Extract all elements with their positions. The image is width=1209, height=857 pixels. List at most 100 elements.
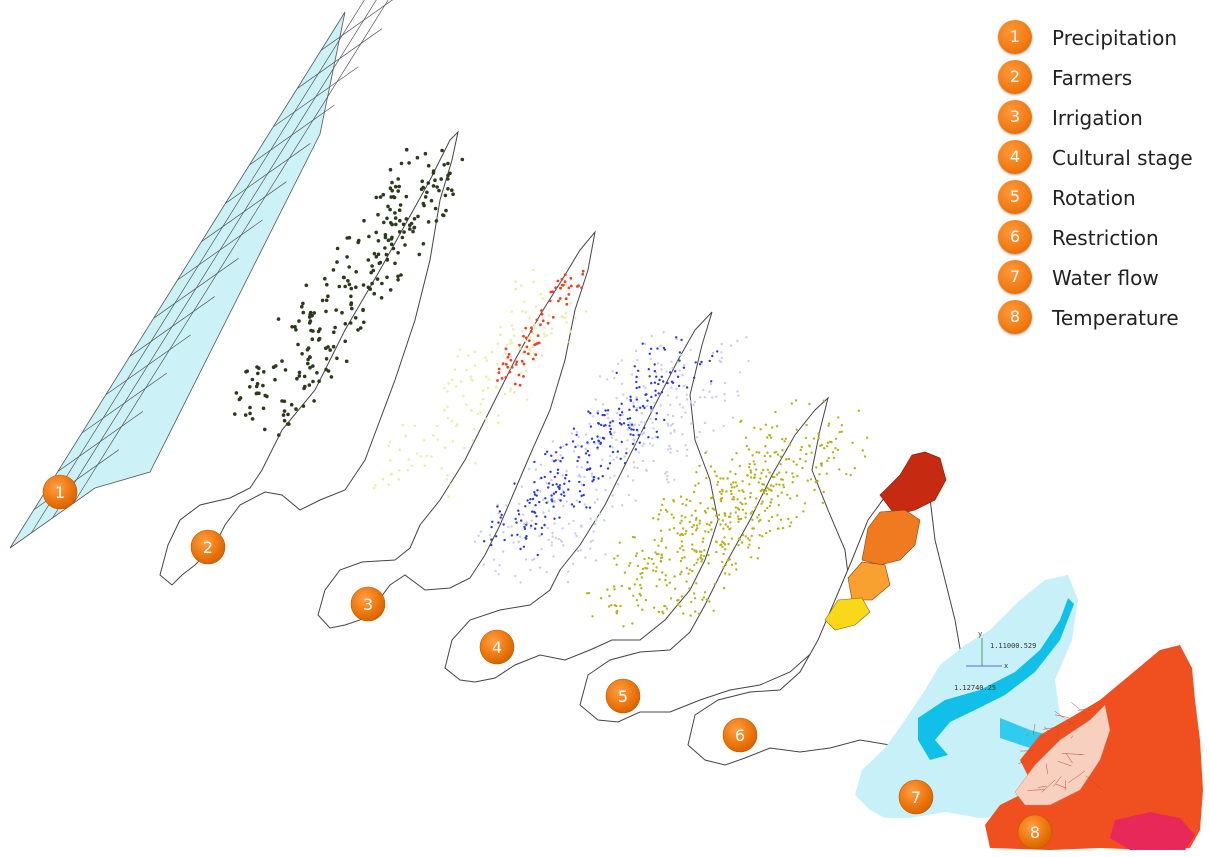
farmer-point bbox=[347, 265, 352, 269]
irrigation-red-point bbox=[541, 319, 545, 323]
irrigation-light-point bbox=[543, 326, 546, 329]
rotation-point bbox=[734, 506, 738, 509]
farmer-point bbox=[354, 285, 358, 290]
farmer-point bbox=[376, 252, 381, 257]
rotation-point bbox=[676, 532, 679, 535]
cultural-stage-light-point bbox=[494, 569, 497, 573]
farmer-point bbox=[431, 184, 436, 188]
farmer-point bbox=[376, 239, 381, 243]
river-segment bbox=[1044, 726, 1049, 732]
cultural-stage-blue-point bbox=[588, 468, 591, 471]
irrigation-red-point bbox=[518, 343, 521, 347]
rotation-point bbox=[629, 562, 632, 565]
cultural-stage-blue-point bbox=[643, 426, 646, 430]
cultural-stage-light-point bbox=[665, 370, 668, 373]
cultural-stage-light-point bbox=[540, 548, 543, 551]
rotation-point bbox=[779, 463, 782, 466]
cultural-stage-light-point bbox=[620, 359, 623, 362]
farmer-point bbox=[412, 217, 417, 221]
rotation-point bbox=[783, 440, 786, 443]
irrigation-light-point bbox=[521, 351, 524, 355]
irrigation-light-point bbox=[419, 455, 423, 458]
irrigation-light-point bbox=[469, 375, 473, 378]
layer-badge-circle bbox=[350, 586, 386, 622]
rotation-point bbox=[676, 550, 679, 554]
rotation-point bbox=[664, 578, 667, 582]
irrigation-light-point bbox=[565, 321, 568, 324]
rotation-point bbox=[836, 448, 840, 452]
farmer-point bbox=[371, 268, 376, 273]
cultural-stage-light-point bbox=[651, 421, 654, 424]
farmer-point bbox=[309, 328, 313, 333]
cultural-stage-light-point bbox=[502, 550, 505, 553]
rotation-point bbox=[719, 543, 722, 547]
rotation-point bbox=[764, 423, 768, 426]
cultural-stage-blue-point bbox=[551, 483, 554, 487]
cultural-stage-blue-point bbox=[510, 534, 514, 537]
cultural-stage-light-point bbox=[522, 522, 526, 525]
cultural-stage-blue-point bbox=[635, 409, 638, 412]
cultural-stage-light-point bbox=[550, 544, 553, 547]
farmer-point bbox=[444, 208, 448, 213]
cultural-stage-light-point bbox=[589, 540, 592, 543]
rotation-point bbox=[612, 585, 616, 588]
legend-badge-7: 7 bbox=[998, 260, 1032, 294]
cultural-stage-light-point bbox=[580, 466, 584, 469]
rotation-point bbox=[724, 514, 727, 517]
layer-cultural-stage bbox=[444, 311, 750, 683]
cultural-stage-light-point bbox=[649, 357, 652, 361]
cultural-stage-light-point bbox=[621, 504, 624, 507]
cultural-stage-light-point bbox=[636, 358, 639, 362]
restriction-zone-yellow bbox=[824, 597, 871, 631]
cultural-stage-blue-point bbox=[523, 525, 526, 529]
irrigation-light-point bbox=[373, 486, 376, 490]
farmer-point bbox=[375, 277, 380, 281]
cultural-stage-blue-point bbox=[627, 423, 630, 427]
rotation-point bbox=[694, 484, 697, 487]
rotation-point bbox=[756, 516, 759, 519]
legend-label-irrigation: Irrigation bbox=[1052, 106, 1143, 130]
farmer-point bbox=[273, 377, 277, 382]
farmer-point bbox=[420, 179, 425, 184]
farmer-point bbox=[344, 359, 349, 364]
rotation-point bbox=[702, 596, 706, 599]
cultural-stage-light-point bbox=[531, 558, 534, 562]
river-segment bbox=[1045, 763, 1049, 775]
irrigation-light-point bbox=[449, 483, 453, 487]
cultural-stage-light-point bbox=[557, 458, 560, 462]
farmer-point bbox=[233, 412, 237, 416]
cultural-stage-blue-point bbox=[565, 473, 568, 477]
rotation-point bbox=[745, 444, 748, 448]
rotation-point bbox=[737, 520, 740, 523]
cultural-stage-light-point bbox=[529, 568, 532, 572]
rotation-point bbox=[657, 610, 660, 614]
rotation-point bbox=[599, 597, 603, 600]
rotation-point bbox=[639, 572, 642, 575]
cultural-stage-light-point bbox=[598, 375, 602, 378]
farmer-point bbox=[335, 246, 340, 251]
rotation-point bbox=[789, 497, 792, 500]
rotation-point bbox=[716, 480, 720, 484]
cultural-stage-light-point bbox=[643, 421, 647, 424]
farmer-point bbox=[263, 427, 267, 432]
cultural-stage-blue-point bbox=[534, 527, 537, 530]
irrigation-light-point bbox=[431, 434, 435, 437]
farmer-point bbox=[439, 177, 444, 181]
cultural-stage-light-point bbox=[606, 412, 609, 416]
cultural-stage-blue-point bbox=[577, 456, 580, 459]
irrigation-red-point bbox=[563, 280, 567, 284]
cultural-stage-blue-point bbox=[554, 451, 558, 454]
cultural-stage-blue-point bbox=[611, 450, 615, 454]
irrigation-light-point bbox=[404, 434, 407, 438]
farmer-point bbox=[396, 274, 400, 279]
farmer-point bbox=[257, 366, 261, 371]
cultural-stage-light-points bbox=[473, 331, 750, 584]
river-segment bbox=[1026, 733, 1029, 737]
irrigation-red-point bbox=[507, 352, 511, 356]
irrigation-light-point bbox=[447, 495, 451, 499]
cultural-stage-blue-point bbox=[524, 536, 527, 540]
layer-badge-number: 5 bbox=[618, 687, 628, 706]
rotation-point bbox=[776, 514, 779, 517]
